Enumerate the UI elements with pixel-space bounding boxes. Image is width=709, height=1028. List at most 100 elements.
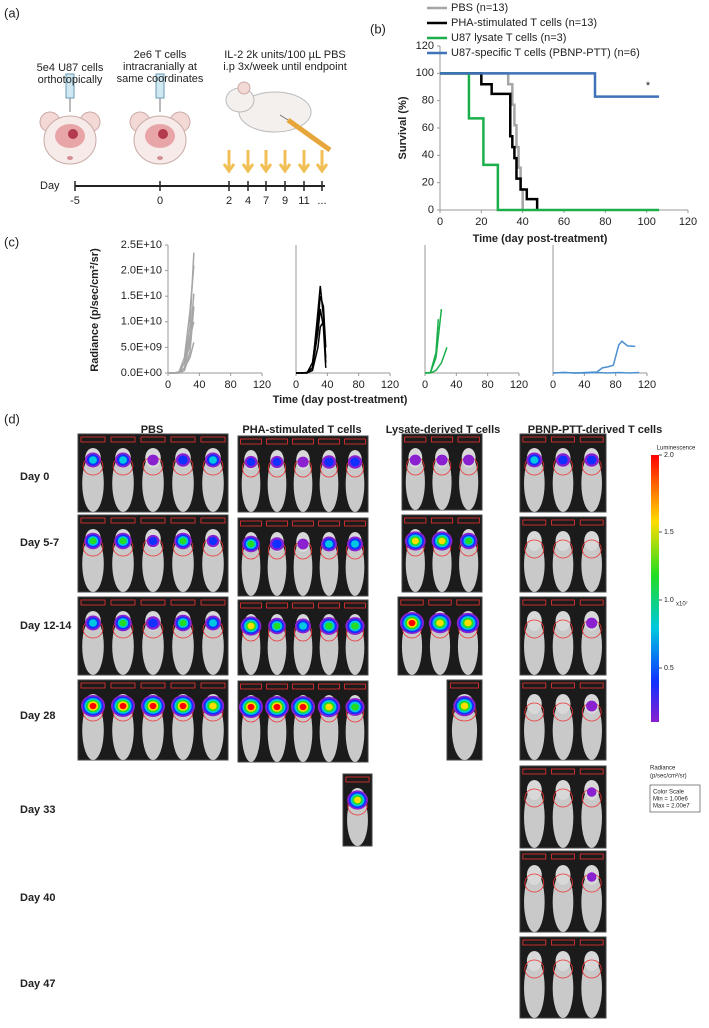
- tumor: [68, 129, 78, 139]
- mouse: [457, 517, 480, 593]
- roi-label: [579, 519, 604, 526]
- mouse-body: [82, 454, 104, 512]
- roi-label: [522, 599, 547, 606]
- row-label: Day 5-7: [20, 537, 59, 549]
- bioluminescence: [247, 622, 255, 630]
- injection-arrow: [259, 150, 273, 174]
- roi-label: [522, 853, 547, 860]
- roi-label: [318, 602, 340, 609]
- row-label: Day 12-14: [20, 620, 72, 632]
- bioluminescence: [299, 703, 307, 711]
- roi-label: [292, 602, 314, 609]
- bioluminescence: [209, 456, 217, 464]
- roi: [524, 873, 545, 893]
- colorbar-tick-label: 2.0: [664, 452, 674, 459]
- mouse-body: [319, 456, 339, 512]
- mouse-body: [552, 617, 574, 675]
- timeline-text: 11: [298, 195, 309, 207]
- roi-label: [430, 517, 454, 524]
- mouse-body: [202, 617, 224, 675]
- mouse-head: [555, 951, 571, 971]
- roi: [553, 702, 573, 722]
- tumor: [158, 129, 168, 139]
- mouse: [579, 939, 604, 1018]
- timeline-text: 9: [282, 195, 288, 207]
- mouse: [400, 599, 424, 675]
- step-text: same coordinates: [117, 73, 204, 85]
- mouse: [140, 682, 166, 760]
- roi-label: [80, 599, 106, 606]
- mouse: [110, 682, 136, 760]
- mouse-head: [555, 780, 571, 800]
- syringe: [286, 117, 332, 153]
- mouse: [456, 599, 480, 675]
- bioluminescence: [409, 454, 421, 466]
- roi-label: [80, 436, 106, 443]
- legend-text: U87-specific T cells (PBNP-PTT) (n=6): [451, 47, 640, 59]
- roi-label: [344, 438, 366, 445]
- x-tick-label: 80: [482, 379, 494, 391]
- mouse: [292, 602, 314, 675]
- step-text: 5e4 U87 cells: [37, 62, 104, 74]
- roi-label: [140, 436, 166, 443]
- bioluminescence: [273, 622, 281, 630]
- bioluminescence: [148, 536, 158, 546]
- mouse: [551, 939, 575, 1018]
- mouse: [291, 683, 315, 762]
- bioluminescence: [586, 455, 597, 465]
- bioluminescence: [149, 702, 157, 710]
- roi-label: [140, 682, 166, 689]
- mouse-body: [451, 700, 478, 760]
- mouse-body: [459, 535, 479, 593]
- bioluminescence: [586, 700, 598, 712]
- bioluminescence: [272, 457, 282, 467]
- mouse-body: [172, 535, 194, 593]
- step-text: i.p 3x/week until endpoint: [223, 61, 347, 73]
- mouse: [200, 599, 226, 675]
- roi-label: [344, 602, 366, 609]
- annotation: *: [646, 80, 651, 92]
- mouse: [522, 853, 547, 932]
- mouse: [200, 436, 226, 512]
- bioluminescence: [436, 619, 444, 627]
- column-header: Lysate-derived T cells: [386, 424, 501, 436]
- bioluminescence: [558, 455, 568, 465]
- mouse: [200, 517, 226, 593]
- mouse: [522, 436, 547, 512]
- mouse: [551, 853, 575, 932]
- mouse-head: [526, 694, 542, 714]
- mouse-body: [581, 617, 602, 675]
- mouse: [140, 436, 166, 512]
- panel-label: (c): [4, 234, 19, 249]
- x-tick-label: 120: [638, 379, 656, 391]
- x-tick-label: 20: [475, 216, 487, 228]
- mouse-body: [82, 617, 104, 675]
- mouse-head: [555, 611, 571, 631]
- roi-label: [579, 768, 604, 775]
- roi-label: [80, 682, 106, 689]
- column-header: PHA-stimulated T cells: [242, 424, 361, 436]
- injection-arrow: [241, 150, 255, 174]
- injection-arrow: [222, 150, 236, 174]
- bioluminescence: [209, 619, 217, 627]
- roi: [553, 959, 573, 979]
- mouse: [80, 436, 106, 512]
- mouse: [551, 768, 575, 849]
- bioluminescence: [436, 454, 448, 466]
- roi-label: [200, 517, 226, 524]
- mouse-head: [526, 951, 542, 971]
- bioluminescence: [299, 622, 307, 630]
- bioluminescence: [408, 619, 416, 627]
- mouse: [110, 517, 136, 593]
- mouse: [240, 602, 262, 675]
- bioluminescence: [273, 703, 281, 711]
- roi-label: [344, 683, 366, 690]
- mouse-body: [581, 700, 602, 760]
- nose: [67, 156, 73, 160]
- mouse-body: [345, 620, 365, 675]
- roi-label: [430, 436, 454, 443]
- mouse: [318, 520, 340, 596]
- step-text: orthotopically: [38, 74, 103, 86]
- roi-label: [170, 436, 196, 443]
- roi-label: [292, 683, 314, 690]
